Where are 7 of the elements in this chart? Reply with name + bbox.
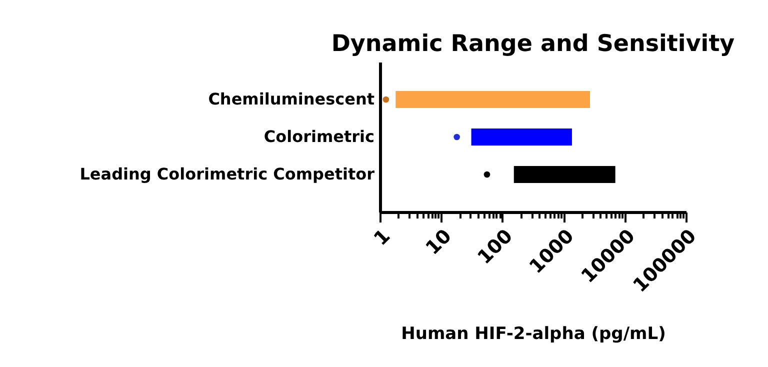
x-tick-label: 1: [370, 225, 395, 250]
y-tick-label: Chemiluminescent: [208, 90, 375, 108]
x-axis-title: Human HIF-2-alpha (pg/mL): [401, 324, 666, 344]
y-tick-label: Colorimetric: [264, 127, 374, 146]
y-tick-label: Leading Colorimetric Competitor: [80, 164, 375, 184]
chart-title: Dynamic Range and Sensitivity: [331, 31, 735, 57]
x-tick-label: 10: [422, 225, 456, 260]
